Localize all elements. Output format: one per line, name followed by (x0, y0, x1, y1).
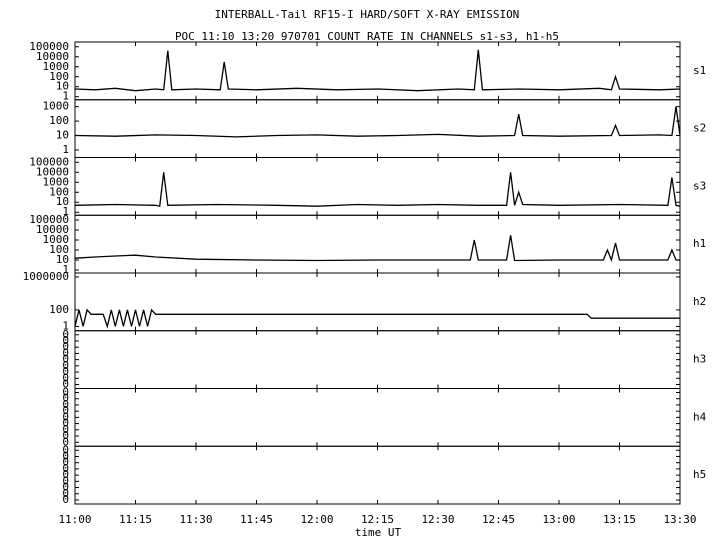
y-tick-label: 100 (49, 303, 69, 316)
y-tick-label: 0 (62, 423, 69, 436)
data-line (74, 308, 680, 329)
y-tick-label: 0 (62, 462, 69, 475)
y-tick-label: 1 (62, 205, 69, 218)
y-tick-label: 0 (62, 386, 69, 399)
data-line (74, 172, 681, 207)
y-tick-label: 0 (62, 340, 69, 353)
y-tick-label: 1 (62, 90, 69, 103)
y-tick-label: 0 (62, 365, 69, 378)
y-tick-label: 1 (62, 143, 69, 156)
y-tick-label: 10000 (36, 223, 69, 236)
x-tick-label: 13:30 (663, 513, 696, 526)
y-tick-label: 100 (49, 185, 69, 198)
y-tick-label: 0 (62, 392, 69, 405)
y-tick-label: 0 (62, 429, 69, 442)
y-tick-label: 0 (62, 353, 69, 366)
x-tick-label: 12:30 (421, 513, 454, 526)
y-tick-label: 0 (62, 481, 69, 494)
panel-label: h2 (693, 295, 706, 308)
y-tick-label: 100 (49, 243, 69, 256)
y-tick-label: 0 (62, 346, 69, 359)
y-tick-label: 0 (62, 435, 69, 448)
y-tick-label: 1 (62, 263, 69, 276)
x-tick-label: 11:00 (58, 513, 91, 526)
x-tick-label: 13:15 (603, 513, 636, 526)
data-line (74, 106, 681, 138)
y-tick-label: 0 (62, 456, 69, 469)
x-tick-label: 11:30 (179, 513, 212, 526)
y-tick-label: 0 (62, 398, 69, 411)
panel-label: s2 (693, 122, 706, 135)
y-tick-label: 1 (62, 319, 69, 332)
y-tick-label: 0 (62, 378, 69, 391)
data-line (74, 49, 681, 92)
x-tick-label: 13:00 (542, 513, 575, 526)
chart-subtitle: POC 11:10 13:20 970701 COUNT RATE IN CHA… (175, 30, 559, 43)
panel-label: s1 (693, 64, 706, 77)
x-tick-label: 11:15 (119, 513, 152, 526)
x-tick-label: 12:15 (361, 513, 394, 526)
y-tick-label: 0 (62, 468, 69, 481)
y-tick-label: 10 (56, 129, 69, 142)
x-tick-label: 12:00 (300, 513, 333, 526)
y-tick-label: 1000 (43, 100, 70, 113)
y-tick-label: 10 (56, 253, 69, 266)
y-tick-label: 100000 (29, 213, 69, 226)
panel-label: h3 (693, 353, 706, 366)
y-tick-label: 0 (62, 404, 69, 417)
y-tick-label: 0 (62, 328, 69, 341)
y-tick-label: 1000 (43, 175, 70, 188)
y-tick-label: 10000 (36, 165, 69, 178)
y-tick-label: 100000 (29, 155, 69, 168)
y-tick-label: 10 (56, 195, 69, 208)
panel-label: h1 (693, 237, 706, 250)
y-tick-label: 1000 (43, 233, 70, 246)
panel-label: s3 (693, 179, 706, 192)
y-tick-label: 0 (62, 493, 69, 506)
panel-label: h4 (693, 410, 707, 423)
y-tick-label: 0 (62, 443, 69, 456)
y-tick-label: 1000 (43, 60, 70, 73)
y-tick-label: 0 (62, 410, 69, 423)
chart-title: INTERBALL-Tail RF15-I HARD/SOFT X-RAY EM… (215, 8, 520, 21)
y-tick-label: 10 (56, 80, 69, 93)
panel-label: h5 (693, 468, 706, 481)
y-tick-label: 0 (62, 371, 69, 384)
y-tick-label: 0 (62, 359, 69, 372)
y-tick-label: 0 (62, 334, 69, 347)
x-axis-label: time UT (355, 526, 402, 539)
y-tick-label: 0 (62, 487, 69, 500)
data-line (74, 235, 680, 263)
y-tick-label: 100 (49, 70, 69, 83)
x-tick-label: 12:45 (482, 513, 515, 526)
x-tick-label: 11:45 (240, 513, 273, 526)
y-tick-label: 0 (62, 474, 69, 487)
y-tick-label: 1000000 (23, 270, 69, 283)
y-tick-label: 100000 (29, 40, 69, 53)
y-tick-label: 100 (49, 114, 69, 127)
y-tick-label: 0 (62, 449, 69, 462)
y-tick-label: 0 (62, 417, 69, 430)
y-tick-label: 10000 (36, 50, 69, 63)
